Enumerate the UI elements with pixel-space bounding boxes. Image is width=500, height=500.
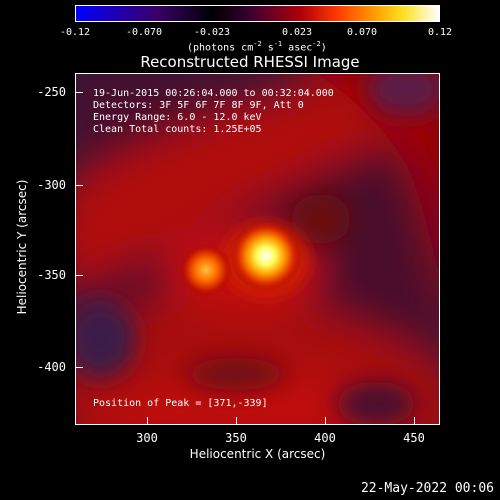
render-date: 22-May-2022 00:06 [360, 481, 494, 496]
x-tick-label: 450 [403, 431, 425, 445]
x-tick-mark [236, 417, 237, 425]
colorbar-units: (photons cm-2 s-1 asec-2) [187, 40, 327, 54]
rhessi-image [75, 73, 440, 425]
y-tick-mark [75, 275, 83, 276]
y-tick-label: -250 [37, 85, 66, 99]
colorbar-tick: 0.023 [281, 27, 313, 38]
colorbar [75, 5, 440, 22]
time-range: 19-Jun-2015 00:26:04.000 to 00:32:04.000 [93, 88, 334, 99]
y-tick-mark [75, 367, 83, 368]
rhessi-map [76, 74, 439, 424]
colorbar-tick: -0.023 [193, 27, 231, 38]
colorbar-tick: -0.070 [125, 27, 163, 38]
colorbar-tick: 0.070 [346, 27, 378, 38]
energy-range: Energy Range: 6.0 - 12.0 keV [93, 112, 262, 123]
x-tick-label: 300 [136, 431, 158, 445]
x-tick-mark [414, 417, 415, 425]
y-tick-label: -350 [37, 268, 66, 282]
x-tick-mark [147, 417, 148, 425]
plot-title: Reconstructed RHESSI Image [140, 53, 360, 71]
colorbar-tick: 0.12 [427, 27, 453, 38]
method-counts: Clean Total counts: 1.25E+05 [93, 124, 262, 135]
y-tick-label: -400 [37, 360, 66, 374]
y-tick-mark [75, 185, 83, 186]
detectors-info: Detectors: 3F 5F 6F 7F 8F 9F, Att 0 [93, 100, 304, 111]
x-tick-mark [325, 417, 326, 425]
y-axis-label: Heliocentric Y (arcsec) [15, 179, 29, 315]
y-tick-mark [75, 92, 83, 93]
x-tick-label: 350 [225, 431, 247, 445]
x-tick-label: 400 [314, 431, 336, 445]
colorbar-tick: -0.12 [59, 27, 91, 38]
x-axis-label: Heliocentric X (arcsec) [189, 447, 326, 461]
peak-position: Position of Peak = [371,-339] [93, 398, 268, 409]
y-tick-label: -300 [37, 178, 66, 192]
